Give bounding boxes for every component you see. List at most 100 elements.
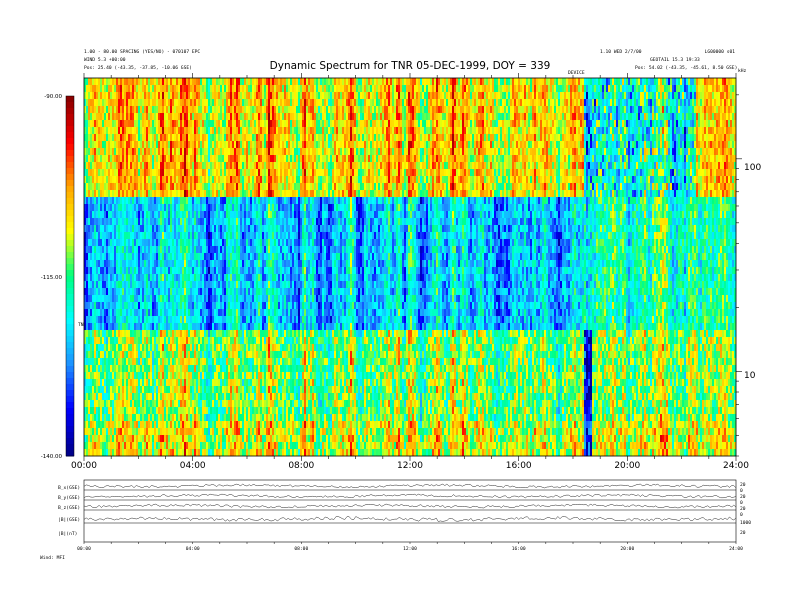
spectrogram-cell bbox=[194, 85, 197, 93]
spectrogram-cell bbox=[168, 176, 171, 184]
spectrogram-cell bbox=[250, 218, 253, 226]
spectrogram-cell bbox=[264, 414, 267, 422]
spectrogram-cell bbox=[98, 330, 101, 338]
spectrogram-cell bbox=[216, 141, 219, 149]
spectrogram-cell bbox=[114, 414, 117, 422]
spectrogram-cell bbox=[262, 295, 265, 303]
spectrogram-cell bbox=[162, 211, 165, 219]
spectrogram-cell bbox=[240, 358, 243, 366]
spectrogram-cell bbox=[118, 225, 121, 233]
spectrogram-cell bbox=[236, 211, 239, 219]
spectrogram-cell bbox=[252, 253, 255, 261]
spectrogram-cell bbox=[104, 218, 107, 226]
spectrogram-cell bbox=[86, 337, 89, 345]
spectrogram-cell bbox=[144, 246, 147, 254]
spectrogram-cell bbox=[124, 246, 127, 254]
spectrogram-cell bbox=[178, 295, 181, 303]
spectrogram-cell bbox=[214, 134, 217, 142]
spectrogram-cell bbox=[154, 400, 157, 408]
spectrogram-cell bbox=[242, 267, 245, 275]
spectrogram-cell bbox=[162, 344, 165, 352]
spectrogram-cell bbox=[206, 435, 209, 443]
spectrogram-cell bbox=[100, 232, 103, 240]
spectrogram-cell bbox=[128, 295, 131, 303]
spectrogram-cell bbox=[96, 428, 99, 436]
spectrogram-cell bbox=[192, 260, 195, 268]
spectrogram-cell bbox=[108, 393, 111, 401]
spectrogram-cell bbox=[112, 239, 115, 247]
spectrogram-cell bbox=[200, 225, 203, 233]
spectrogram-cell bbox=[92, 85, 95, 93]
spectrogram-cell bbox=[130, 239, 133, 247]
spectrogram-cell bbox=[216, 239, 219, 247]
spectrogram-cell bbox=[124, 169, 127, 177]
spectrogram-cell bbox=[252, 330, 255, 338]
spectrogram-cell bbox=[234, 113, 237, 121]
spectrogram-cell bbox=[210, 120, 213, 128]
spectrogram-cell bbox=[204, 155, 207, 163]
spectrogram-cell bbox=[116, 274, 119, 282]
spectrogram-cell bbox=[212, 372, 215, 380]
spectrogram-cell bbox=[236, 162, 239, 170]
spectrogram-cell bbox=[126, 141, 129, 149]
spectrogram-cell bbox=[184, 78, 187, 86]
spectrogram-cell bbox=[94, 302, 97, 310]
spectrogram-cell bbox=[168, 267, 171, 275]
spectrogram-cell bbox=[264, 372, 267, 380]
spectrogram-cell bbox=[194, 407, 197, 415]
spectrogram-cell bbox=[130, 344, 133, 352]
spectrogram-cell bbox=[94, 267, 97, 275]
spectrogram-cell bbox=[112, 134, 115, 142]
spectrogram-cell bbox=[184, 344, 187, 352]
spectrogram-cell bbox=[242, 218, 245, 226]
spectrogram-cell bbox=[232, 225, 235, 233]
spectrogram-cell bbox=[138, 92, 141, 100]
spectrogram-cell bbox=[148, 246, 151, 254]
spectrogram-cell bbox=[158, 274, 161, 282]
spectrogram-cell bbox=[140, 162, 143, 170]
spectrogram-cell bbox=[154, 204, 157, 212]
spectrogram-cell bbox=[100, 120, 103, 128]
spectrogram-cell bbox=[190, 92, 193, 100]
spectrogram-cell bbox=[90, 330, 93, 338]
colorbar-step bbox=[66, 300, 74, 307]
spectrogram-cell bbox=[224, 309, 227, 317]
spectrogram-cell bbox=[156, 197, 159, 205]
spectrogram-cell bbox=[140, 372, 143, 380]
spectrogram-cell bbox=[256, 400, 259, 408]
spectrogram-cell bbox=[174, 344, 177, 352]
spectrogram-cell bbox=[86, 183, 89, 191]
spectrogram-cell bbox=[126, 99, 129, 107]
spectrogram-cell bbox=[156, 253, 159, 261]
spectrogram-cell bbox=[88, 190, 91, 198]
spectrogram-cell bbox=[164, 442, 167, 450]
spectrogram-cell bbox=[196, 190, 199, 198]
spectrogram-cell bbox=[238, 323, 241, 331]
spectrogram-cell bbox=[156, 274, 159, 282]
spectrogram-cell bbox=[252, 120, 255, 128]
spectrogram-cell bbox=[104, 358, 107, 366]
spectrogram-cell bbox=[108, 232, 111, 240]
spectrogram-cell bbox=[110, 260, 113, 268]
spectrogram-cell bbox=[162, 190, 165, 198]
spectrogram-cell bbox=[132, 92, 135, 100]
spectrogram-cell bbox=[198, 386, 201, 394]
spectrogram-cell bbox=[94, 372, 97, 380]
spectrogram-cell bbox=[112, 92, 115, 100]
spectrogram-cell bbox=[96, 92, 99, 100]
spectrogram-cell bbox=[260, 442, 263, 450]
spectrogram-cell bbox=[202, 211, 205, 219]
spectrogram-cell bbox=[90, 309, 93, 317]
spectrogram-cell bbox=[190, 134, 193, 142]
spectrogram-cell bbox=[140, 253, 143, 261]
spectrogram-cell bbox=[152, 309, 155, 317]
spectrogram-cell bbox=[102, 351, 105, 359]
spectrogram-cell bbox=[212, 421, 215, 429]
spectrogram-cell bbox=[108, 295, 111, 303]
spectrogram-cell bbox=[170, 393, 173, 401]
spectrogram-cell bbox=[198, 253, 201, 261]
spectrogram-cell bbox=[98, 379, 101, 387]
spectrogram-cell bbox=[168, 386, 171, 394]
colorbar-step bbox=[66, 450, 74, 457]
spectrogram-cell bbox=[118, 190, 121, 198]
